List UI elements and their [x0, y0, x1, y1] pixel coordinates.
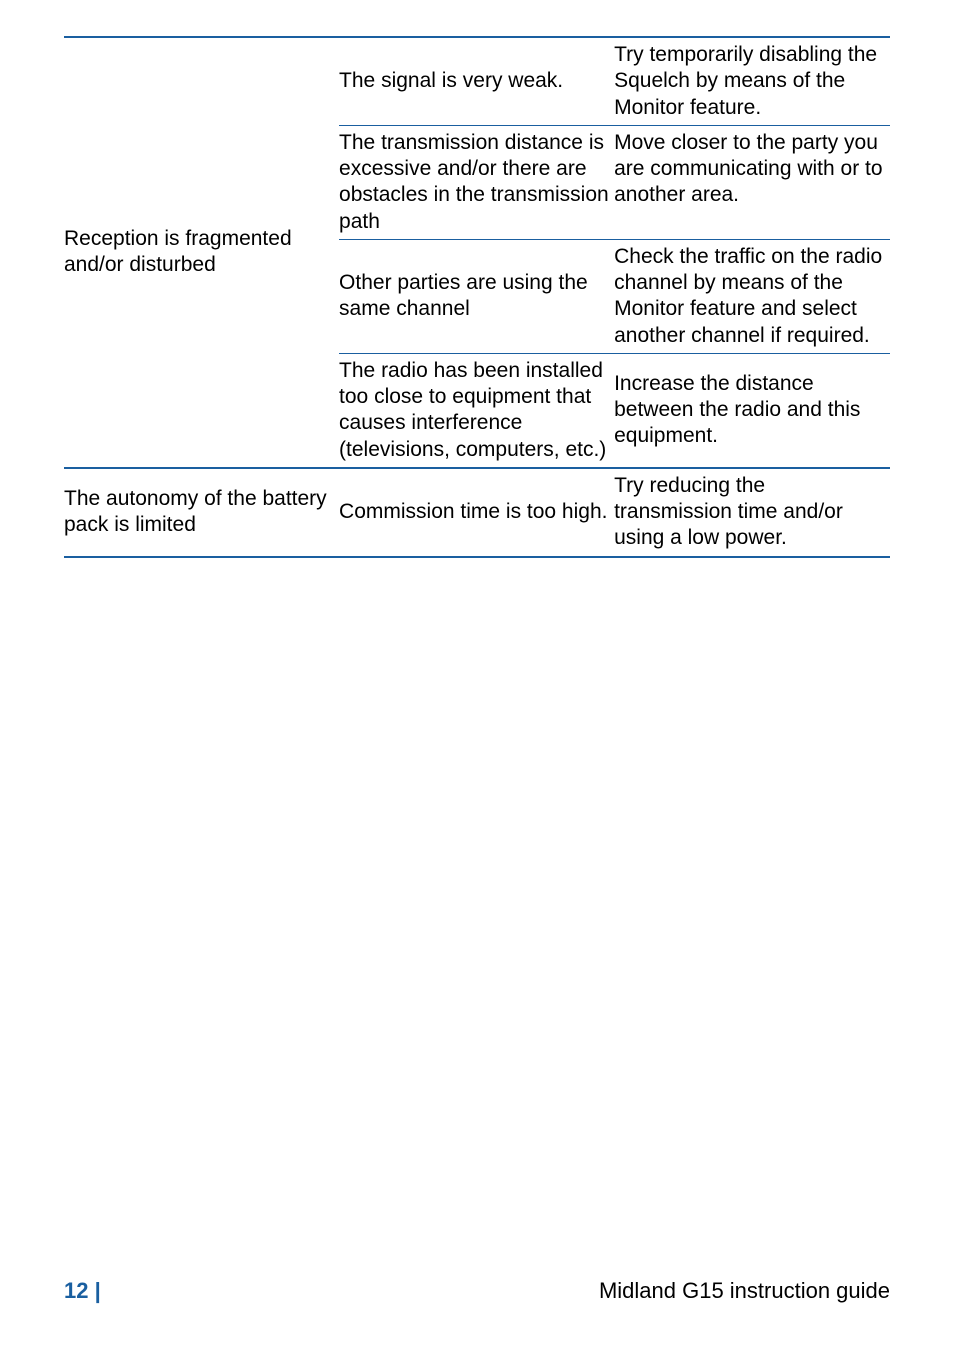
problem-text: The autonomy of the battery pack is limi…: [64, 487, 327, 536]
cause-cell: Commission time is too high.: [339, 469, 614, 557]
cause-cell: The radio has been installed too close t…: [339, 354, 614, 468]
cause-cell: Other parties are using the same channel: [339, 240, 614, 354]
solution-text: Try temporarily disabling the Squelch by…: [614, 43, 877, 119]
cause-text: Commission time is too high.: [339, 500, 607, 523]
solution-cell: Try temporarily disabling the Squelch by…: [614, 38, 890, 125]
solution-text: Increase the distance between the radio …: [614, 372, 860, 448]
problem-cell-autonomy: The autonomy of the battery pack is limi…: [64, 469, 339, 557]
guide-title: Midland G15 instruction guide: [599, 1277, 890, 1305]
cause-cell: The transmission distance is excessive a…: [339, 126, 614, 240]
solution-cell: Check the traffic on the radio channel b…: [614, 240, 890, 354]
problem-cell-reception: Reception is fragmented and/or disturbed: [64, 38, 339, 468]
cause-text: The signal is very weak.: [339, 69, 563, 92]
cause-cell: The signal is very weak.: [339, 38, 614, 125]
solution-cell: Increase the distance between the radio …: [614, 354, 890, 468]
solution-text: Try reducing the transmission time and/o…: [614, 474, 843, 550]
problem-text: Reception is fragmented and/or disturbed: [64, 227, 292, 276]
solution-text: Move closer to the party you are communi…: [614, 131, 882, 207]
page-footer: 12 | Midland G15 instruction guide: [64, 1277, 890, 1305]
solution-cell: Try reducing the transmission time and/o…: [614, 469, 890, 557]
solution-cell: Move closer to the party you are communi…: [614, 126, 890, 240]
cause-text: The transmission distance is excessive a…: [339, 131, 609, 233]
page-number-value: 12: [64, 1278, 88, 1303]
cause-text: The radio has been installed too close t…: [339, 359, 606, 461]
cause-text: Other parties are using the same channel: [339, 271, 588, 320]
page-number: 12 |: [64, 1277, 101, 1305]
page-number-bar: |: [88, 1278, 100, 1303]
solution-text: Check the traffic on the radio channel b…: [614, 245, 882, 347]
troubleshooting-table: Reception is fragmented and/or disturbed…: [64, 36, 890, 558]
